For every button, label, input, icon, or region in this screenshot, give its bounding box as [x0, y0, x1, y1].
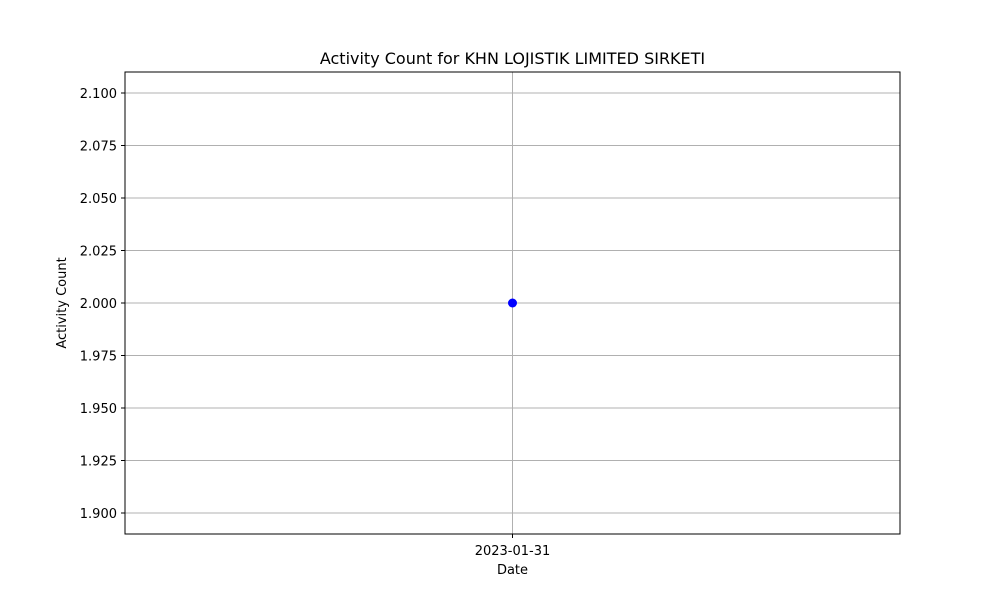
y-tick-label: 2.075 — [80, 140, 117, 155]
y-tick-label: 1.925 — [80, 455, 117, 470]
y-tick-label: 2.100 — [80, 87, 117, 102]
y-axis-ticks: 1.900 1.925 1.950 1.975 2.000 2.025 2.050 2.075… — [80, 87, 125, 522]
x-axis-label: Date — [497, 563, 528, 578]
data-marks — [508, 298, 517, 308]
chart-title: Activity Count for KHN LOJISTIK LIMITED … — [320, 49, 705, 68]
y-axis-label: Activity Count — [55, 257, 70, 348]
data-point — [508, 298, 517, 308]
x-axis-ticks: 2023-01-31 — [475, 534, 551, 559]
y-tick-label: 2.000 — [80, 297, 117, 312]
y-tick-label: 1.900 — [80, 507, 117, 522]
y-tick-label: 1.950 — [80, 402, 117, 417]
y-tick-label: 2.050 — [80, 192, 117, 207]
y-tick-label: 1.975 — [80, 350, 117, 365]
x-tick-label: 2023-01-31 — [475, 544, 551, 559]
y-tick-label: 2.025 — [80, 245, 117, 260]
